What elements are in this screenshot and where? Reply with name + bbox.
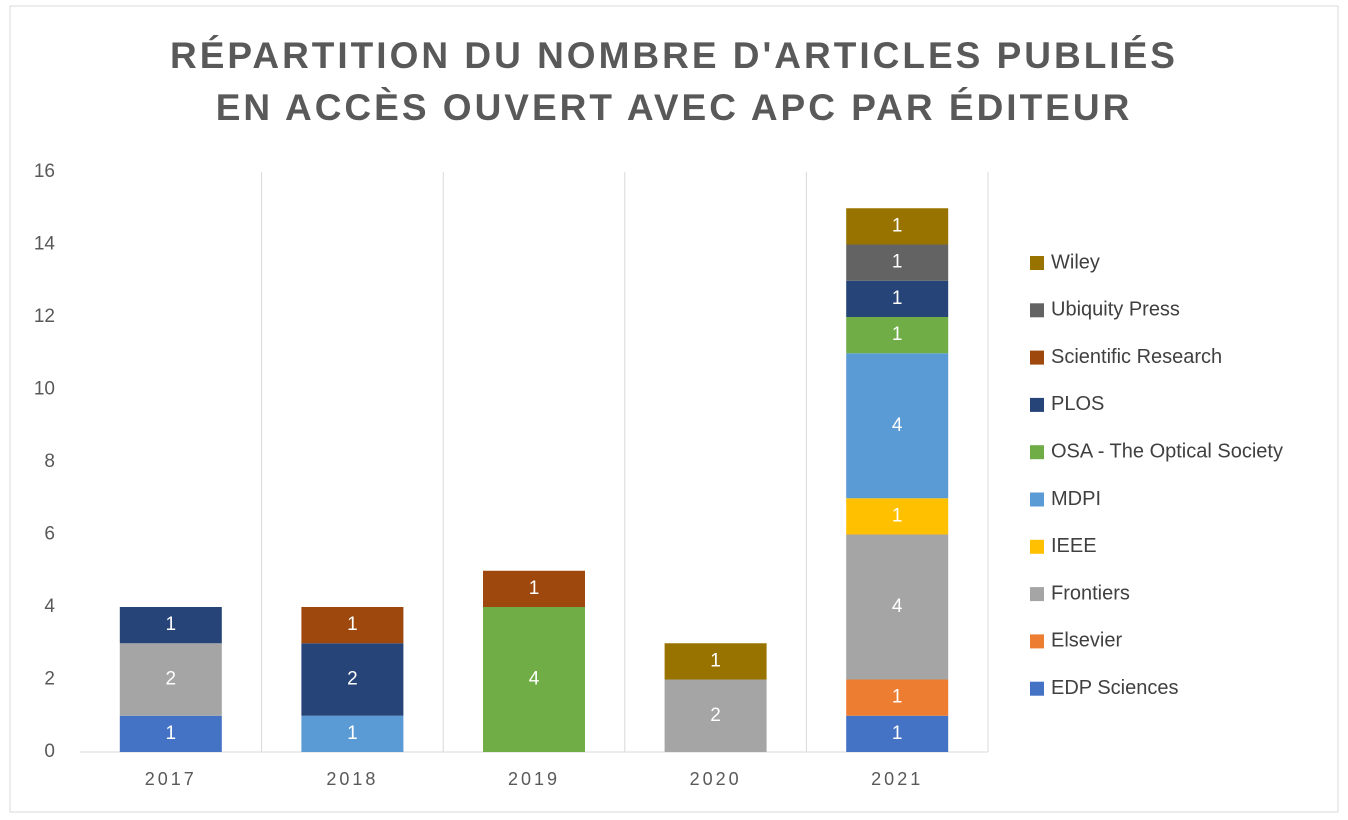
bar-segment xyxy=(846,679,949,716)
bar-segment xyxy=(119,715,222,752)
legend-swatch xyxy=(1030,303,1044,318)
value-label: 1 xyxy=(166,723,177,744)
value-label: 2 xyxy=(347,669,358,690)
bar-segment xyxy=(846,317,949,354)
bar-segment xyxy=(483,570,585,607)
bar-segment xyxy=(483,607,585,752)
y-tick-label: 2 xyxy=(44,669,55,690)
x-tick-label: 2020 xyxy=(690,769,742,789)
bar-segment xyxy=(846,280,949,317)
bar-segment xyxy=(846,244,949,281)
bar-segment xyxy=(301,643,404,716)
legend-label: OSA - The Optical Society xyxy=(1051,440,1283,462)
value-label: 1 xyxy=(892,324,903,345)
y-tick-label: 16 xyxy=(34,161,55,182)
value-label: 4 xyxy=(892,415,903,436)
bar-segment xyxy=(846,498,949,535)
legend-label: Ubiquity Press xyxy=(1051,299,1180,321)
legend-label: Frontiers xyxy=(1051,582,1130,604)
legend-swatch xyxy=(1030,539,1044,554)
bar-segment xyxy=(846,534,949,680)
value-label: 1 xyxy=(892,252,903,273)
legend-label: PLOS xyxy=(1051,393,1104,415)
y-tick-label: 10 xyxy=(34,379,55,400)
value-label: 1 xyxy=(347,723,358,744)
value-label: 1 xyxy=(892,687,903,708)
y-tick-label: 4 xyxy=(44,596,55,617)
bar-segment xyxy=(846,353,949,499)
legend-swatch xyxy=(1030,634,1044,649)
legend-swatch xyxy=(1030,350,1044,365)
legend-label: IEEE xyxy=(1051,535,1097,557)
legend-swatch xyxy=(1030,681,1044,696)
legend-swatch xyxy=(1030,397,1044,412)
y-tick-label: 12 xyxy=(34,306,55,327)
legend-label: Scientific Research xyxy=(1051,346,1222,368)
bar-segment xyxy=(846,715,949,752)
x-tick-label: 2021 xyxy=(871,769,923,789)
legend-swatch xyxy=(1030,445,1044,460)
bar-segment xyxy=(664,679,767,752)
value-label: 2 xyxy=(166,669,177,690)
legend-label: EDP Sciences xyxy=(1051,677,1178,699)
y-tick-label: 6 xyxy=(44,524,55,545)
legend-swatch xyxy=(1030,256,1044,270)
bar-segment xyxy=(301,715,404,752)
bar-segment xyxy=(301,607,404,644)
legend-swatch xyxy=(1030,587,1044,602)
bar-segment xyxy=(119,607,222,644)
bar-segment xyxy=(664,643,767,680)
value-label: 2 xyxy=(710,705,721,726)
legend-label: MDPI xyxy=(1051,488,1101,510)
value-label: 1 xyxy=(892,723,903,744)
value-label: 1 xyxy=(892,288,903,309)
y-tick-label: 14 xyxy=(34,234,56,255)
x-tick-label: 2019 xyxy=(508,769,560,789)
value-label: 1 xyxy=(710,650,721,671)
legend-label: Wiley xyxy=(1051,251,1100,273)
legend-label: Elsevier xyxy=(1051,630,1122,652)
bar-segment xyxy=(846,208,949,245)
value-label: 1 xyxy=(892,505,903,526)
x-tick-label: 2018 xyxy=(326,769,378,789)
x-tick-label: 2017 xyxy=(145,769,197,789)
value-label: 1 xyxy=(166,614,177,635)
chart-title: EN ACCÈS OUVERT AVEC APC PAR ÉDITEUR xyxy=(216,87,1133,128)
value-label: 1 xyxy=(529,578,540,599)
value-label: 1 xyxy=(892,215,903,236)
value-label: 4 xyxy=(892,596,903,617)
chart-title: RÉPARTITION DU NOMBRE D'ARTICLES PUBLIÉS xyxy=(170,35,1178,76)
legend-swatch xyxy=(1030,492,1044,507)
bar-segment xyxy=(119,643,222,716)
y-tick-label: 8 xyxy=(44,451,55,472)
value-label: 1 xyxy=(347,614,358,635)
y-tick-label: 0 xyxy=(44,741,55,762)
value-label: 4 xyxy=(529,669,540,690)
